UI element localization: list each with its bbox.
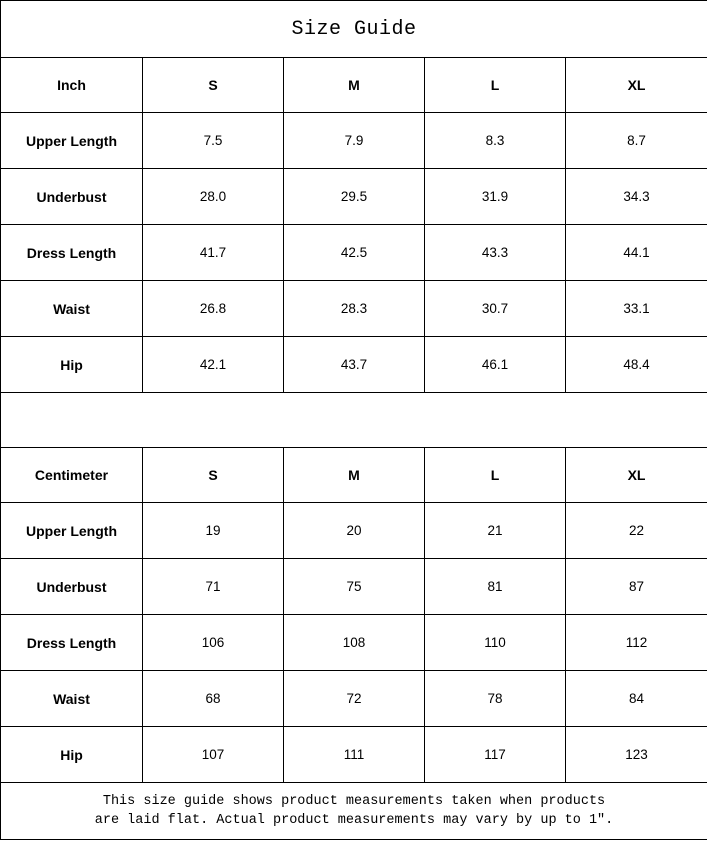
size-value: 20 — [283, 502, 425, 559]
title-section: Size Guide — [0, 0, 707, 58]
spacer-section — [0, 392, 707, 448]
size-value: 8.3 — [424, 112, 566, 169]
title-row: Size Guide — [0, 0, 707, 58]
size-value: 110 — [424, 614, 566, 671]
size-value: 111 — [283, 726, 425, 783]
size-value: 108 — [283, 614, 425, 671]
size-value: 30.7 — [424, 280, 566, 337]
size-note-line2: are laid flat. Actual product measuremen… — [94, 813, 614, 828]
size-value: 33.1 — [564, 280, 707, 337]
footer-section: This size guide shows product measuremen… — [0, 782, 707, 840]
size-value: 75 — [283, 558, 425, 615]
size-column-header-m: M — [283, 57, 425, 113]
size-value: 112 — [564, 614, 707, 671]
unit-header-centimeter: Centimeter — [0, 447, 143, 503]
size-value: 42.5 — [283, 224, 425, 281]
size-value: 7.5 — [142, 112, 284, 169]
table-row-dress-length: Dress Length 41.7 42.5 43.3 44.1 — [0, 224, 707, 281]
table-row-underbust: Underbust 28.0 29.5 31.9 34.3 — [0, 168, 707, 225]
table-row-underbust: Underbust 71 75 81 87 — [0, 558, 707, 615]
size-column-header-xl: XL — [564, 57, 707, 113]
size-value: 87 — [564, 558, 707, 615]
measurement-label: Dress Length — [0, 614, 143, 671]
size-value: 72 — [283, 670, 425, 727]
measurement-label: Underbust — [0, 168, 143, 225]
table-row-upper-length: Upper Length 7.5 7.9 8.3 8.7 — [0, 112, 707, 169]
size-value: 34.3 — [564, 168, 707, 225]
measurement-label: Upper Length — [0, 112, 143, 169]
size-value: 43.3 — [424, 224, 566, 281]
unit-header-inch: Inch — [0, 57, 143, 113]
table-row-hip: Hip 42.1 43.7 46.1 48.4 — [0, 336, 707, 393]
table-row-waist: Waist 68 72 78 84 — [0, 670, 707, 727]
centimeter-header-row: Centimeter S M L XL — [0, 447, 707, 503]
size-value: 42.1 — [142, 336, 284, 393]
size-value: 29.5 — [283, 168, 425, 225]
size-value: 71 — [142, 558, 284, 615]
size-value: 28.0 — [142, 168, 284, 225]
footer-row: This size guide shows product measuremen… — [0, 782, 707, 840]
inch-section: Inch S M L XL Upper Length 7.5 7.9 8.3 8… — [0, 57, 707, 393]
spacer-cell — [0, 392, 707, 448]
measurement-label: Hip — [0, 336, 143, 393]
inch-header-row: Inch S M L XL — [0, 57, 707, 113]
size-value: 78 — [424, 670, 566, 727]
size-value: 46.1 — [424, 336, 566, 393]
size-value: 123 — [564, 726, 707, 783]
size-value: 19 — [142, 502, 284, 559]
measurement-label: Waist — [0, 280, 143, 337]
table-row-hip: Hip 107 111 117 123 — [0, 726, 707, 783]
page-title: Size Guide — [0, 0, 707, 58]
measurement-label: Waist — [0, 670, 143, 727]
size-value: 7.9 — [283, 112, 425, 169]
size-note-line1: This size guide shows product measuremen… — [102, 794, 606, 809]
size-column-header-s: S — [142, 447, 284, 503]
size-value: 41.7 — [142, 224, 284, 281]
size-value: 107 — [142, 726, 284, 783]
size-value: 48.4 — [564, 336, 707, 393]
size-value: 106 — [142, 614, 284, 671]
size-column-header-s: S — [142, 57, 284, 113]
size-value: 117 — [424, 726, 566, 783]
table-row-upper-length: Upper Length 19 20 21 22 — [0, 502, 707, 559]
measurement-label: Dress Length — [0, 224, 143, 281]
size-note: This size guide shows product measuremen… — [0, 782, 707, 840]
size-value: 68 — [142, 670, 284, 727]
size-value: 84 — [564, 670, 707, 727]
table-row-dress-length: Dress Length 106 108 110 112 — [0, 614, 707, 671]
measurement-label: Underbust — [0, 558, 143, 615]
size-column-header-l: L — [424, 447, 566, 503]
size-column-header-m: M — [283, 447, 425, 503]
table-row-waist: Waist 26.8 28.3 30.7 33.1 — [0, 280, 707, 337]
size-value: 22 — [564, 502, 707, 559]
size-column-header-l: L — [424, 57, 566, 113]
size-value: 44.1 — [564, 224, 707, 281]
size-value: 43.7 — [283, 336, 425, 393]
size-value: 21 — [424, 502, 566, 559]
size-value: 31.9 — [424, 168, 566, 225]
size-value: 81 — [424, 558, 566, 615]
spacer-row — [0, 392, 707, 448]
centimeter-section: Centimeter S M L XL Upper Length 19 20 2… — [0, 447, 707, 783]
measurement-label: Upper Length — [0, 502, 143, 559]
size-value: 28.3 — [283, 280, 425, 337]
measurement-label: Hip — [0, 726, 143, 783]
size-column-header-xl: XL — [564, 447, 707, 503]
size-value: 26.8 — [142, 280, 284, 337]
size-value: 8.7 — [564, 112, 707, 169]
